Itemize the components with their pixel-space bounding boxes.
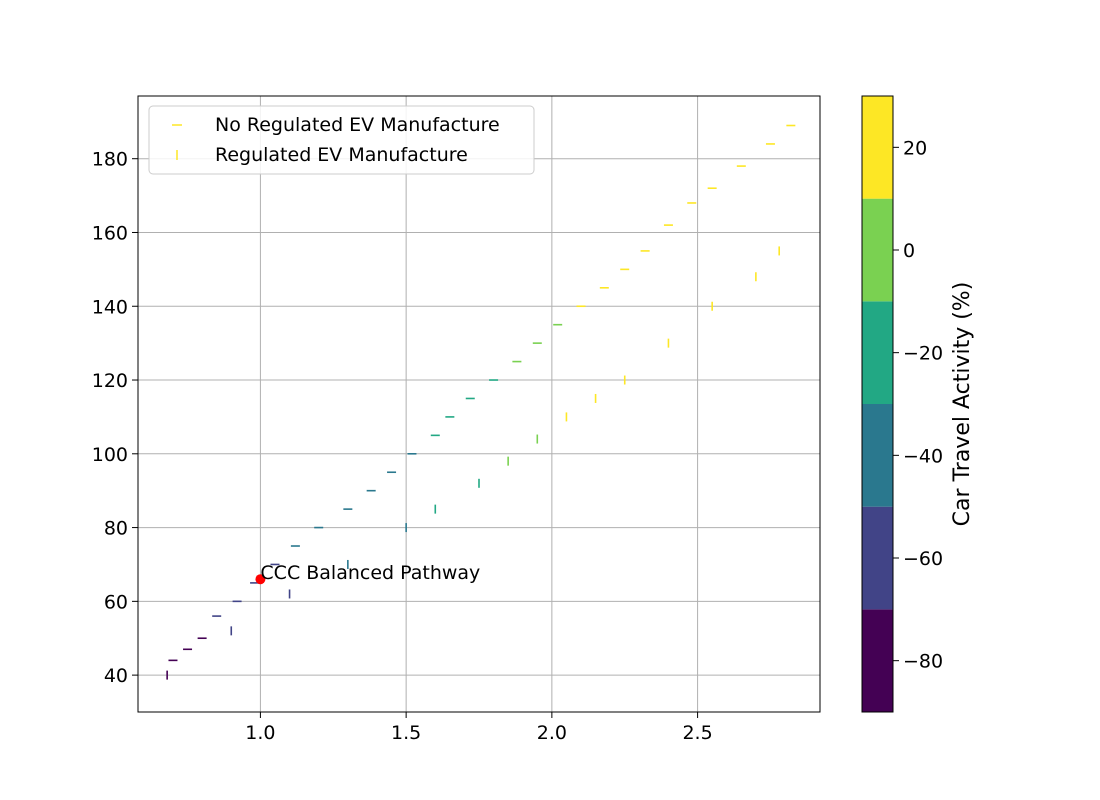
y-tick-label: 140: [92, 296, 128, 318]
y-tick-label: 60: [104, 591, 128, 613]
plot-background: [138, 96, 820, 712]
plot-area: CCC Balanced Pathway 1.0 1.5 2.0 2.5 40 60 80…: [92, 95, 821, 744]
y-tick-label: 180: [92, 149, 128, 171]
plot-frame: [137, 95, 821, 713]
colorbar-bin: [862, 198, 893, 302]
colorbar-bin: [862, 301, 893, 404]
x-tick-label: 1.5: [391, 722, 421, 744]
colorbar: −80 −60 −40 −20 0 20 Car Travel Activity (%): [861, 95, 975, 713]
legend-label-regulated: Regulated EV Manufacture: [215, 144, 468, 166]
colorbar-tick-label: −20: [903, 343, 943, 365]
colorbar-label: Car Travel Activity (%): [950, 282, 975, 527]
legend-box: [148, 105, 535, 175]
y-tick-label: 120: [92, 370, 128, 392]
y-tick-label: 40: [104, 665, 128, 687]
colorbar-bin: [862, 506, 893, 610]
y-tick-label: 160: [92, 222, 128, 244]
x-tick-label: 2.5: [682, 722, 712, 744]
colorbar-bin: [862, 609, 893, 712]
colorbar-tick-label: 20: [903, 137, 927, 159]
colorbar-bin: [862, 404, 893, 507]
scatter-points: [166, 124, 796, 680]
ccc-balanced-pathway-label: CCC Balanced Pathway: [260, 562, 480, 584]
y-tick-label: 100: [92, 444, 128, 466]
x-tick-label: 1.0: [245, 722, 275, 744]
legend-label-no-regulated: No Regulated EV Manufacture: [215, 114, 500, 136]
x-axis: 1.0 1.5 2.0 2.5: [245, 712, 713, 744]
colorbar-tick-label: −60: [903, 548, 943, 570]
colorbar-tick-label: 0: [903, 240, 915, 262]
annotation: CCC Balanced Pathway: [255, 562, 480, 585]
colorbar-tick-label: −40: [903, 445, 943, 467]
colorbar-tick-label: −80: [903, 651, 943, 673]
grid-lines: [138, 96, 820, 712]
colorbar-bins: [862, 96, 893, 712]
y-axis: 40 60 80 100 120 140 160 180: [92, 149, 138, 687]
x-tick-label: 2.0: [537, 722, 567, 744]
legend: No Regulated EV Manufacture Regulated EV…: [148, 105, 535, 175]
colorbar-ticks: −80 −60 −40 −20 0 20: [893, 137, 943, 673]
y-tick-label: 80: [104, 518, 128, 540]
ccc-balanced-pathway-marker: [255, 574, 266, 585]
series-regulated: [166, 246, 780, 680]
colorbar-frame: [861, 95, 894, 713]
series-no-regulated: [168, 124, 796, 662]
colorbar-bin: [862, 96, 893, 199]
